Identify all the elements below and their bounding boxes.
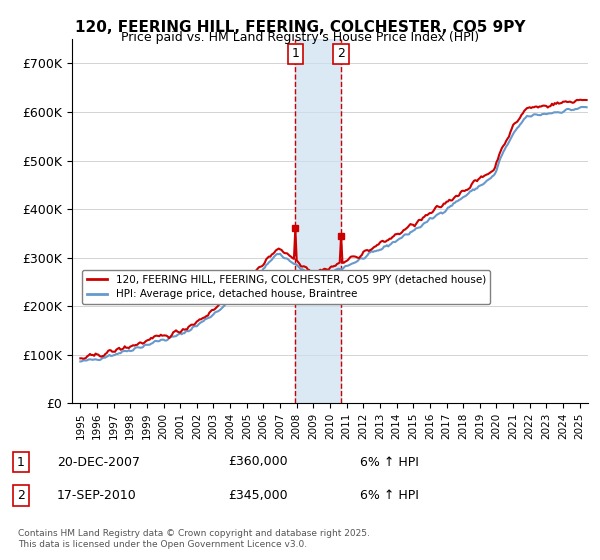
Text: 2: 2 [17, 489, 25, 502]
Text: 6% ↑ HPI: 6% ↑ HPI [360, 489, 419, 502]
Text: 120, FEERING HILL, FEERING, COLCHESTER, CO5 9PY: 120, FEERING HILL, FEERING, COLCHESTER, … [75, 20, 525, 35]
Text: Price paid vs. HM Land Registry's House Price Index (HPI): Price paid vs. HM Land Registry's House … [121, 31, 479, 44]
Legend: 120, FEERING HILL, FEERING, COLCHESTER, CO5 9PY (detached house), HPI: Average p: 120, FEERING HILL, FEERING, COLCHESTER, … [82, 270, 490, 304]
Text: £360,000: £360,000 [228, 455, 287, 469]
Text: 20-DEC-2007: 20-DEC-2007 [57, 455, 140, 469]
Text: 6% ↑ HPI: 6% ↑ HPI [360, 455, 419, 469]
Text: £345,000: £345,000 [228, 489, 287, 502]
Text: Contains HM Land Registry data © Crown copyright and database right 2025.
This d: Contains HM Land Registry data © Crown c… [18, 529, 370, 549]
Text: 2: 2 [337, 47, 345, 60]
Text: 17-SEP-2010: 17-SEP-2010 [57, 489, 137, 502]
Bar [295, 39, 341, 403]
Text: 1: 1 [292, 47, 299, 60]
Text: 1: 1 [17, 455, 25, 469]
